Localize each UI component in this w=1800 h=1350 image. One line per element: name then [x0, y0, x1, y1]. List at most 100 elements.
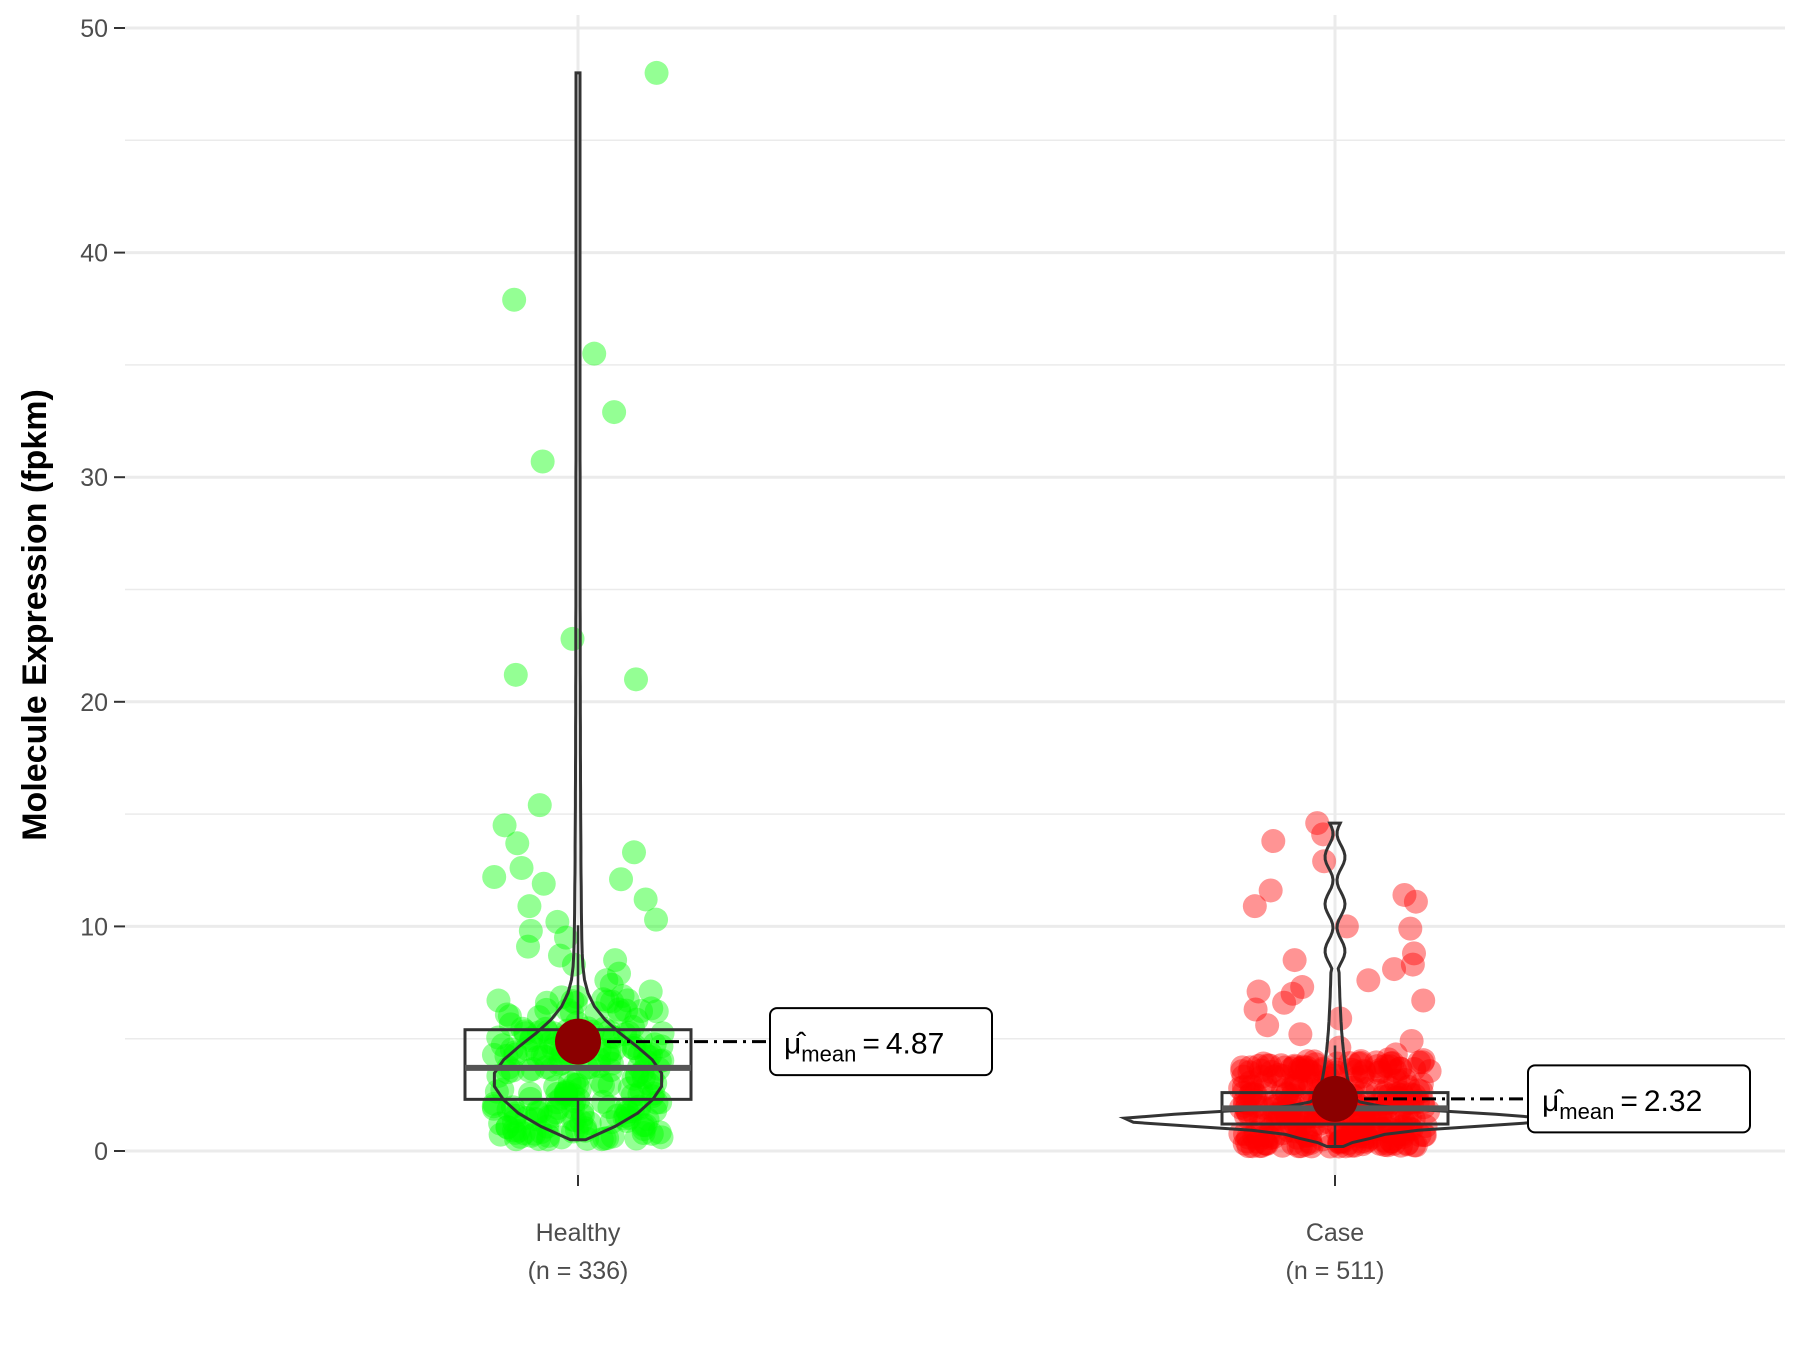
- plot-groups: μ̂mean = 4.87 μ̂mean = 2.32: [463, 60, 1751, 1159]
- data-point: [1290, 975, 1315, 1000]
- data-point: [507, 1118, 532, 1143]
- data-point: [519, 1028, 544, 1053]
- data-point: [650, 1021, 675, 1046]
- data-point: [554, 1085, 579, 1110]
- data-point: [1399, 1028, 1424, 1053]
- data-point: [1284, 1069, 1309, 1094]
- mean-point: [555, 1018, 601, 1065]
- data-point: [1243, 1082, 1268, 1107]
- x-axis: Healthy (n = 336) Case (n = 511): [528, 1175, 1384, 1285]
- data-point: [1376, 1131, 1401, 1156]
- data-point: [561, 1083, 586, 1108]
- data-point: [1378, 1051, 1403, 1076]
- data-point: [1287, 1114, 1312, 1139]
- data-point: [1406, 1078, 1431, 1103]
- data-point: [636, 1071, 661, 1096]
- data-point: [603, 948, 628, 973]
- data-point: [1367, 1058, 1392, 1083]
- data-point: [1402, 1083, 1427, 1108]
- data-point: [1282, 1053, 1307, 1078]
- data-point: [490, 1033, 515, 1058]
- data-point: [1348, 1049, 1373, 1074]
- data-point: [1230, 1055, 1255, 1080]
- data-point: [649, 1125, 674, 1150]
- grid: [125, 15, 1785, 1175]
- data-point: [633, 1113, 658, 1138]
- data-point: [1282, 948, 1307, 973]
- data-point: [529, 1120, 554, 1145]
- data-point: [544, 1090, 569, 1115]
- data-point: [1352, 1059, 1377, 1084]
- data-point: [602, 1037, 627, 1062]
- data-point: [1258, 878, 1283, 903]
- data-point: [1372, 1132, 1397, 1157]
- data-point: [1376, 1047, 1401, 1072]
- group-case: μ̂mean = 2.32: [1118, 811, 1751, 1159]
- data-point: [1349, 1108, 1374, 1133]
- data-point: [1272, 990, 1297, 1015]
- data-point: [589, 1127, 614, 1152]
- data-point: [1280, 981, 1305, 1006]
- data-point: [1368, 1059, 1393, 1084]
- data-point: [1289, 1058, 1314, 1083]
- data-point: [1334, 1119, 1359, 1144]
- data-point: [1347, 1051, 1372, 1076]
- data-point: [597, 1038, 622, 1063]
- data-point: [1373, 1054, 1398, 1079]
- data-point: [554, 925, 579, 950]
- data-point: [1232, 1131, 1257, 1156]
- data-point: [644, 60, 669, 85]
- data-point: [1401, 941, 1426, 966]
- data-point: [482, 864, 507, 889]
- data-point: [1303, 1052, 1328, 1077]
- data-point: [577, 1111, 602, 1136]
- data-point: [495, 1115, 520, 1140]
- mean-symbol: μ̂: [784, 1028, 806, 1061]
- data-point: [527, 793, 552, 818]
- data-point: [525, 1045, 550, 1070]
- data-point: [569, 1109, 594, 1134]
- data-point: [1279, 1056, 1304, 1081]
- data-point: [1312, 849, 1337, 874]
- data-point: [525, 1100, 550, 1125]
- data-point: [497, 1004, 522, 1029]
- data-point: [1344, 1059, 1369, 1084]
- data-point: [524, 1037, 549, 1062]
- data-point: [516, 934, 541, 959]
- y-tick-label: 50: [80, 15, 108, 43]
- data-point: [1353, 1076, 1378, 1101]
- violin-outline: [492, 71, 664, 1142]
- data-point: [631, 1065, 656, 1090]
- data-point: [481, 1042, 506, 1067]
- data-point: [509, 856, 534, 881]
- data-point: [635, 1107, 660, 1132]
- data-point: [488, 1122, 513, 1147]
- data-point: [1403, 889, 1428, 914]
- mean-equals: =: [1620, 1085, 1638, 1118]
- data-point: [1237, 1060, 1262, 1085]
- data-point: [528, 1099, 553, 1124]
- data-point: [614, 998, 639, 1023]
- mean-value: 2.32: [1644, 1085, 1702, 1118]
- data-point: [1382, 957, 1407, 982]
- data-point: [1287, 1057, 1312, 1082]
- data-point: [609, 867, 634, 892]
- data-point: [530, 1043, 555, 1068]
- data-point: [1371, 1084, 1396, 1109]
- data-point: [1302, 1049, 1327, 1074]
- data-point: [1411, 988, 1436, 1013]
- data-point: [639, 996, 664, 1021]
- data-point: [602, 400, 627, 425]
- group-healthy: μ̂mean = 4.87: [463, 60, 993, 1152]
- data-point: [613, 1103, 638, 1128]
- data-point: [557, 1071, 582, 1096]
- y-tick-label: 30: [80, 464, 108, 492]
- data-point: [526, 1005, 551, 1030]
- data-point: [1247, 1134, 1272, 1159]
- data-point: [1310, 1058, 1335, 1083]
- data-point: [606, 961, 631, 986]
- data-point: [606, 997, 631, 1022]
- data-point: [1298, 1059, 1323, 1084]
- data-point: [617, 1076, 642, 1101]
- data-point: [536, 1123, 561, 1148]
